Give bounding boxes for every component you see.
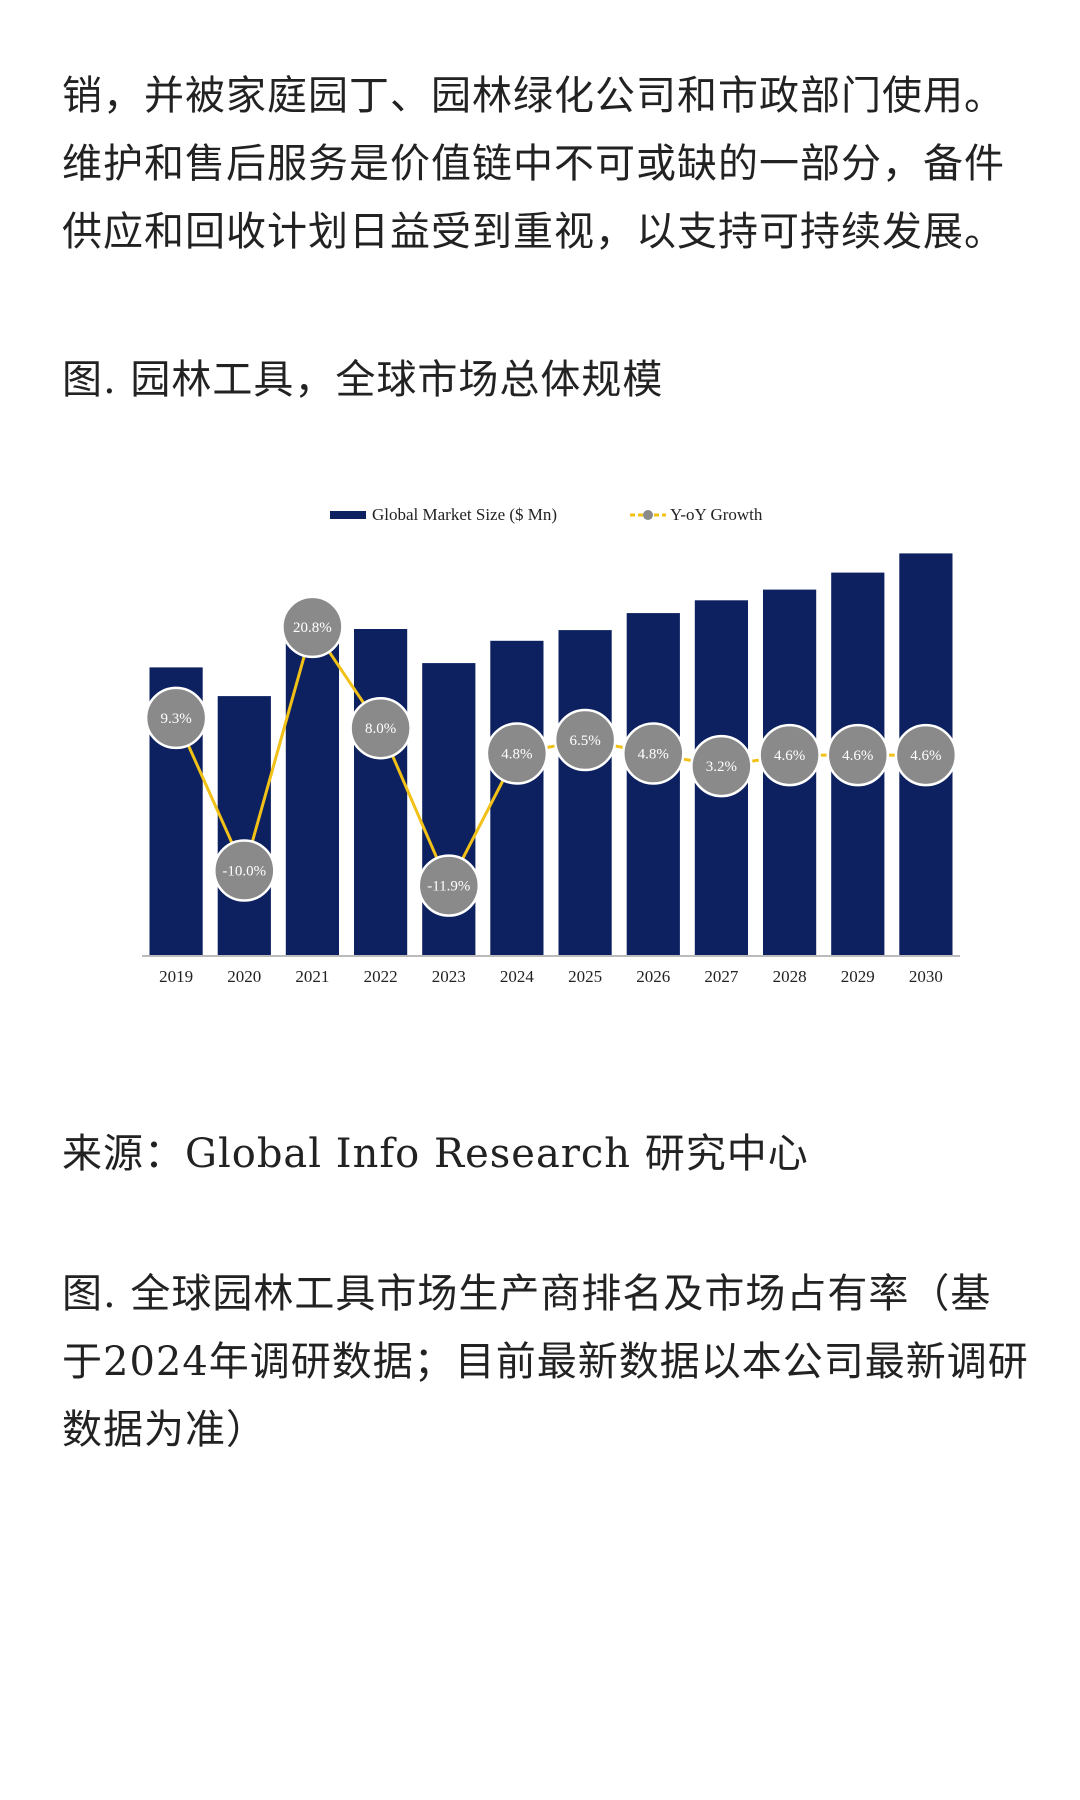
bar-2022 xyxy=(354,629,408,956)
growth-marker-2030 xyxy=(894,723,958,787)
legend-bar-label: Global Market Size ($ Mn) xyxy=(372,505,557,524)
growth-label-2026: 4.8% xyxy=(638,747,669,763)
growth-marker-2028 xyxy=(758,723,821,787)
x-tick-label: 2020 xyxy=(227,967,261,986)
growth-label-2025: 6.5% xyxy=(569,733,600,749)
x-tick-label: 2028 xyxy=(773,967,807,986)
growth-label-2019: 9.3% xyxy=(160,711,191,727)
x-tick-label: 2025 xyxy=(568,967,602,986)
growth-label-2024: 4.8% xyxy=(501,747,532,763)
growth-marker-2024 xyxy=(485,722,549,785)
intro-line: 维护和售后服务是价值链中不可或缺的一部分，备件 xyxy=(62,141,1005,187)
x-tick-label: 2022 xyxy=(364,967,398,986)
market-size-chart: Global Market Size ($ Mn) Y-oY Growth 20… xyxy=(142,505,960,986)
x-tick-label: 2023 xyxy=(432,967,466,986)
growth-marker-2022 xyxy=(349,696,412,760)
growth-label-2030: 4.6% xyxy=(910,748,941,764)
growth-marker-2025 xyxy=(553,708,617,772)
x-tick-label: 2024 xyxy=(500,967,535,986)
growth-marker-2029 xyxy=(826,723,890,787)
x-tick-label: 2019 xyxy=(159,967,193,986)
growth-label-2023: -11.9% xyxy=(427,879,470,895)
growth-label-2027: 3.2% xyxy=(706,759,737,775)
caption2-line: 于2024年调研数据；目前最新数据以本公司最新调研 xyxy=(62,1339,1029,1385)
growth-label-2029: 4.6% xyxy=(842,748,873,764)
growth-marker-2020 xyxy=(213,839,276,902)
bar-2025 xyxy=(558,630,612,956)
figure-caption: 图. 园林工具，全球市场总体规模 xyxy=(62,357,664,403)
x-tick-label: 2027 xyxy=(704,967,739,986)
bar-2020 xyxy=(217,696,271,956)
growth-label-2021: 20.8% xyxy=(293,620,332,636)
legend-line-marker xyxy=(643,510,653,520)
chart-legend: Global Market Size ($ Mn) Y-oY Growth xyxy=(330,505,763,524)
growth-marker-2026 xyxy=(622,722,685,785)
growth-label-2020: -10.0% xyxy=(222,864,266,880)
x-tick-labels: 2019 2020 2021 2022 2023 2024 2025 2026 2027 2028… xyxy=(159,967,943,986)
source-note: 来源：Global Info Research 研究中心 xyxy=(62,1131,809,1177)
bar-2024 xyxy=(490,640,544,956)
growth-marker-2023 xyxy=(417,854,481,917)
x-tick-label: 2026 xyxy=(636,967,670,986)
growth-marker-2021 xyxy=(281,595,344,659)
growth-label-2028: 4.6% xyxy=(774,748,805,764)
growth-marker-2019 xyxy=(144,686,208,750)
x-tick-label: 2029 xyxy=(841,967,875,986)
growth-marker-2027 xyxy=(690,734,753,798)
figure-caption-2: 图. 全球园林工具市场生产商排名及市场占有率（基 于2024年调研数据；目前最新… xyxy=(62,1260,1029,1464)
growth-label-2022: 8.0% xyxy=(365,721,396,737)
caption2-line: 数据为准） xyxy=(62,1407,267,1453)
growth-markers: 9.3% -10.0% 20.8% 8.0% -11.9% 4.8% 6.5% 4.8% 3.2… xyxy=(144,595,958,917)
legend-bar-swatch xyxy=(330,511,366,519)
intro-line: 销，并被家庭园丁、园林绿化公司和市政部门使用。 xyxy=(62,73,1005,119)
intro-paragraph: 销，并被家庭园丁、园林绿化公司和市政部门使用。 维护和售后服务是价值链中不可或缺… xyxy=(62,62,1022,266)
x-tick-label: 2021 xyxy=(295,967,329,986)
intro-line: 供应和回收计划日益受到重视，以支持可持续发展。 xyxy=(62,209,1005,255)
x-tick-label: 2030 xyxy=(909,967,943,986)
caption2-line: 图. 全球园林工具市场生产商排名及市场占有率（基 xyxy=(62,1271,992,1317)
legend-line-label: Y-oY Growth xyxy=(670,505,763,524)
